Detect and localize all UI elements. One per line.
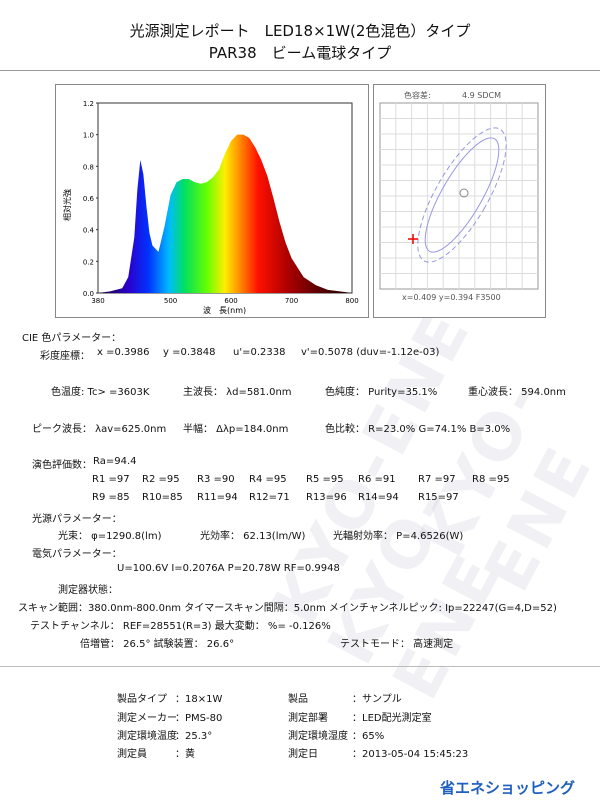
cri-value: R5 =95 [306, 474, 344, 485]
type-label: 製品タイプ [117, 694, 167, 705]
person-value: ：黄 [175, 749, 195, 760]
target-point [459, 188, 469, 198]
test-mode: テストモード： 高速測定 [340, 639, 454, 650]
cri-value: R11=94 [197, 492, 238, 503]
x-tick-label: 800 [345, 297, 358, 305]
x-tick-label: 500 [164, 297, 177, 305]
coord-y: y =0.3848 [163, 347, 216, 358]
x-axis-label: 波 長(nm) [203, 305, 246, 315]
cri-value: R15=97 [418, 492, 459, 503]
y-tick-label: 0.8 [83, 163, 94, 171]
device-status-title: 測定器状態： [58, 585, 118, 596]
test-channel: テストチャンネル： REF=28551(R=3) 最大変動： %= -0.126… [30, 621, 331, 632]
temp-label: 測定環境温度 [117, 731, 177, 742]
y-axis-label: 相対光強 [62, 189, 72, 221]
spectrum-area [98, 134, 352, 293]
type-value: ：18×1W [175, 694, 223, 705]
half-width: 半幅： Δλp=184.0nm [183, 424, 289, 435]
maker-value: ：PMS-80 [175, 713, 223, 724]
centroid-wavelength: 重心波長： 594.0nm [468, 387, 566, 398]
elec-params-title: 電気パラメーター： [32, 549, 122, 560]
coord-x: x =0.3986 [97, 347, 150, 358]
cri-value: R3 =90 [197, 474, 235, 485]
product-value: ：サンプル [352, 694, 402, 705]
y-tick-label: 1.2 [83, 100, 94, 108]
temp-value: ：25.3° [175, 731, 213, 742]
luminous-efficacy: 光効率： 62.13(lm/W) [200, 531, 306, 542]
cie-panel: 色容差: 4.9 SDCM x=0.409 y=0.394 F3500 [373, 84, 546, 318]
scan-settings: スキャン範囲：380.0nm-800.0nm タイマースキャン間隔：5.0nm … [18, 603, 557, 614]
cri-value: R8 =95 [472, 474, 510, 485]
cct: 色温度: Tc> =3603K [51, 387, 150, 398]
coord-u: u'=0.2338 [233, 347, 286, 358]
multiplier: 倍増管： 26.5° 試験装置： 26.6° [80, 639, 235, 650]
cri-value: R13=96 [306, 492, 347, 503]
y-tick-label: 0.2 [83, 258, 94, 266]
humidity-label: 測定環境湿度 [288, 731, 348, 742]
spectrum-chart: 0.0 0.2 0.4 0.6 0.8 1.0 1.2 380 500 600 700 800 相対光… [62, 100, 359, 315]
cri-ra: Ra=94.4 [93, 456, 137, 467]
tolerance-ellipse-outer [417, 127, 507, 263]
color-ratio: 色比較： R=23.0% G=74.1% B=3.0% [325, 424, 511, 435]
y-tick-label: 0.4 [83, 227, 95, 235]
person-label: 測定員 [117, 749, 147, 760]
cie-chart: 色容差: 4.9 SDCM x=0.409 y=0.394 F3500 [379, 90, 539, 302]
cri-value: R10=85 [142, 492, 183, 503]
tolerance-ellipse-inner [424, 137, 500, 253]
brand-logo[interactable]: 省エネショッピング [440, 779, 576, 797]
y-tick-label: 0.6 [83, 195, 95, 203]
cri-value: R1 =97 [92, 474, 130, 485]
cie-header-label: 色容差: [404, 90, 431, 100]
radiant-efficiency: 光輻射効率： P=4.6526(W) [333, 531, 464, 542]
coord-label: 彩度座標： [40, 351, 90, 362]
cri-value: R7 =97 [418, 474, 456, 485]
report-subtitle: PAR38 ビーム電球タイプ [208, 44, 392, 62]
date-value: ：2013-05-04 15:45:23 [352, 749, 469, 760]
product-label: 製品 [288, 694, 308, 705]
cri-value: R2 =95 [142, 474, 180, 485]
dept-value: ：LED配光測定室 [352, 713, 432, 724]
date-label: 測定日 [288, 749, 318, 760]
coord-v: v'=0.5078 (duv=-1.12e-03) [301, 347, 440, 358]
cri-value: R6 =91 [358, 474, 396, 485]
photo-params-title: 光源パラメーター： [32, 514, 122, 525]
y-tick-label: 1.0 [83, 132, 94, 140]
cie-params-title: CIE 色パラメーター： [22, 333, 122, 344]
dept-label: 測定部署 [288, 713, 328, 724]
elec-params: U=100.6V I=0.2076A P=20.78W RF=0.9948 [117, 563, 340, 574]
cri-title: 演色評価数： [32, 460, 92, 471]
report-title: 光源測定レポート LED18×1W(2色混色）タイプ [129, 22, 471, 40]
cri-value: R12=71 [249, 492, 290, 503]
x-tick-label: 700 [285, 297, 298, 305]
cri-value: R4 =95 [249, 474, 287, 485]
luminous-flux: 光束： φ=1290.8(lm) [58, 531, 162, 542]
section-divider [0, 666, 600, 667]
cie-header-value: 4.9 SDCM [462, 91, 501, 100]
spectrum-panel: 0.0 0.2 0.4 0.6 0.8 1.0 1.2 380 500 600 700 800 相対光… [55, 84, 369, 318]
cie-footer: x=0.409 y=0.394 F3500 [402, 293, 501, 302]
humidity-value: ：65% [352, 731, 385, 742]
cri-value: R14=94 [358, 492, 399, 503]
title-divider [0, 70, 600, 71]
maker-label: 測定メーカー [117, 713, 177, 724]
x-tick-label: 600 [224, 297, 237, 305]
peak-wavelength: ピーク波長： λav=625.0nm [32, 424, 167, 435]
dominant-wavelength: 主波長： λd=581.0nm [183, 387, 292, 398]
purity: 色純度： Purity=35.1% [325, 387, 438, 398]
y-tick-label: 0.0 [83, 290, 94, 298]
cri-value: R9 =85 [92, 492, 130, 503]
x-tick-label: 380 [91, 297, 104, 305]
